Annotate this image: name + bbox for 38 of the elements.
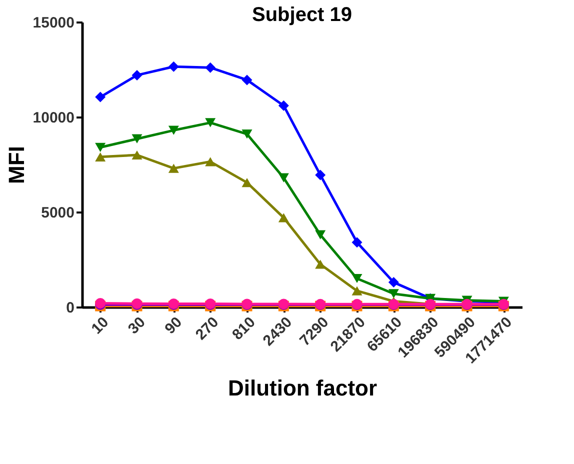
x-tick-label: 90 [162,314,186,338]
point [388,289,399,298]
y-tick-label: 5000 [41,204,74,222]
point [352,286,362,296]
point [95,92,106,102]
y-tick-label: 10000 [32,110,74,126]
point [132,150,142,160]
point [205,157,216,166]
point [278,100,289,111]
point [132,70,142,80]
x-tick-label: 30 [124,314,149,338]
point [352,237,362,248]
point [242,130,252,139]
point [132,134,142,144]
y-tick-label: 0 [66,300,74,316]
point [95,142,106,152]
point [168,164,179,173]
point [168,61,179,72]
point [278,173,289,182]
point [205,118,216,128]
y-tick-label: 15000 [32,14,74,32]
y-axis-title: MFI [4,146,29,184]
point [242,178,252,188]
point [388,277,399,288]
point [315,230,326,240]
x-tick-label: 270 [192,314,222,344]
x-tick-label: 810 [229,314,259,344]
point [242,74,252,86]
point [315,170,326,180]
point [315,260,326,269]
point [95,152,106,162]
point [352,274,362,284]
point [278,213,289,222]
point [168,126,179,135]
x-tick-label: 10 [88,314,112,338]
point [205,62,216,73]
chart-title: Subject 19 [252,4,352,26]
x-axis-title: Dilution factor [228,375,378,400]
